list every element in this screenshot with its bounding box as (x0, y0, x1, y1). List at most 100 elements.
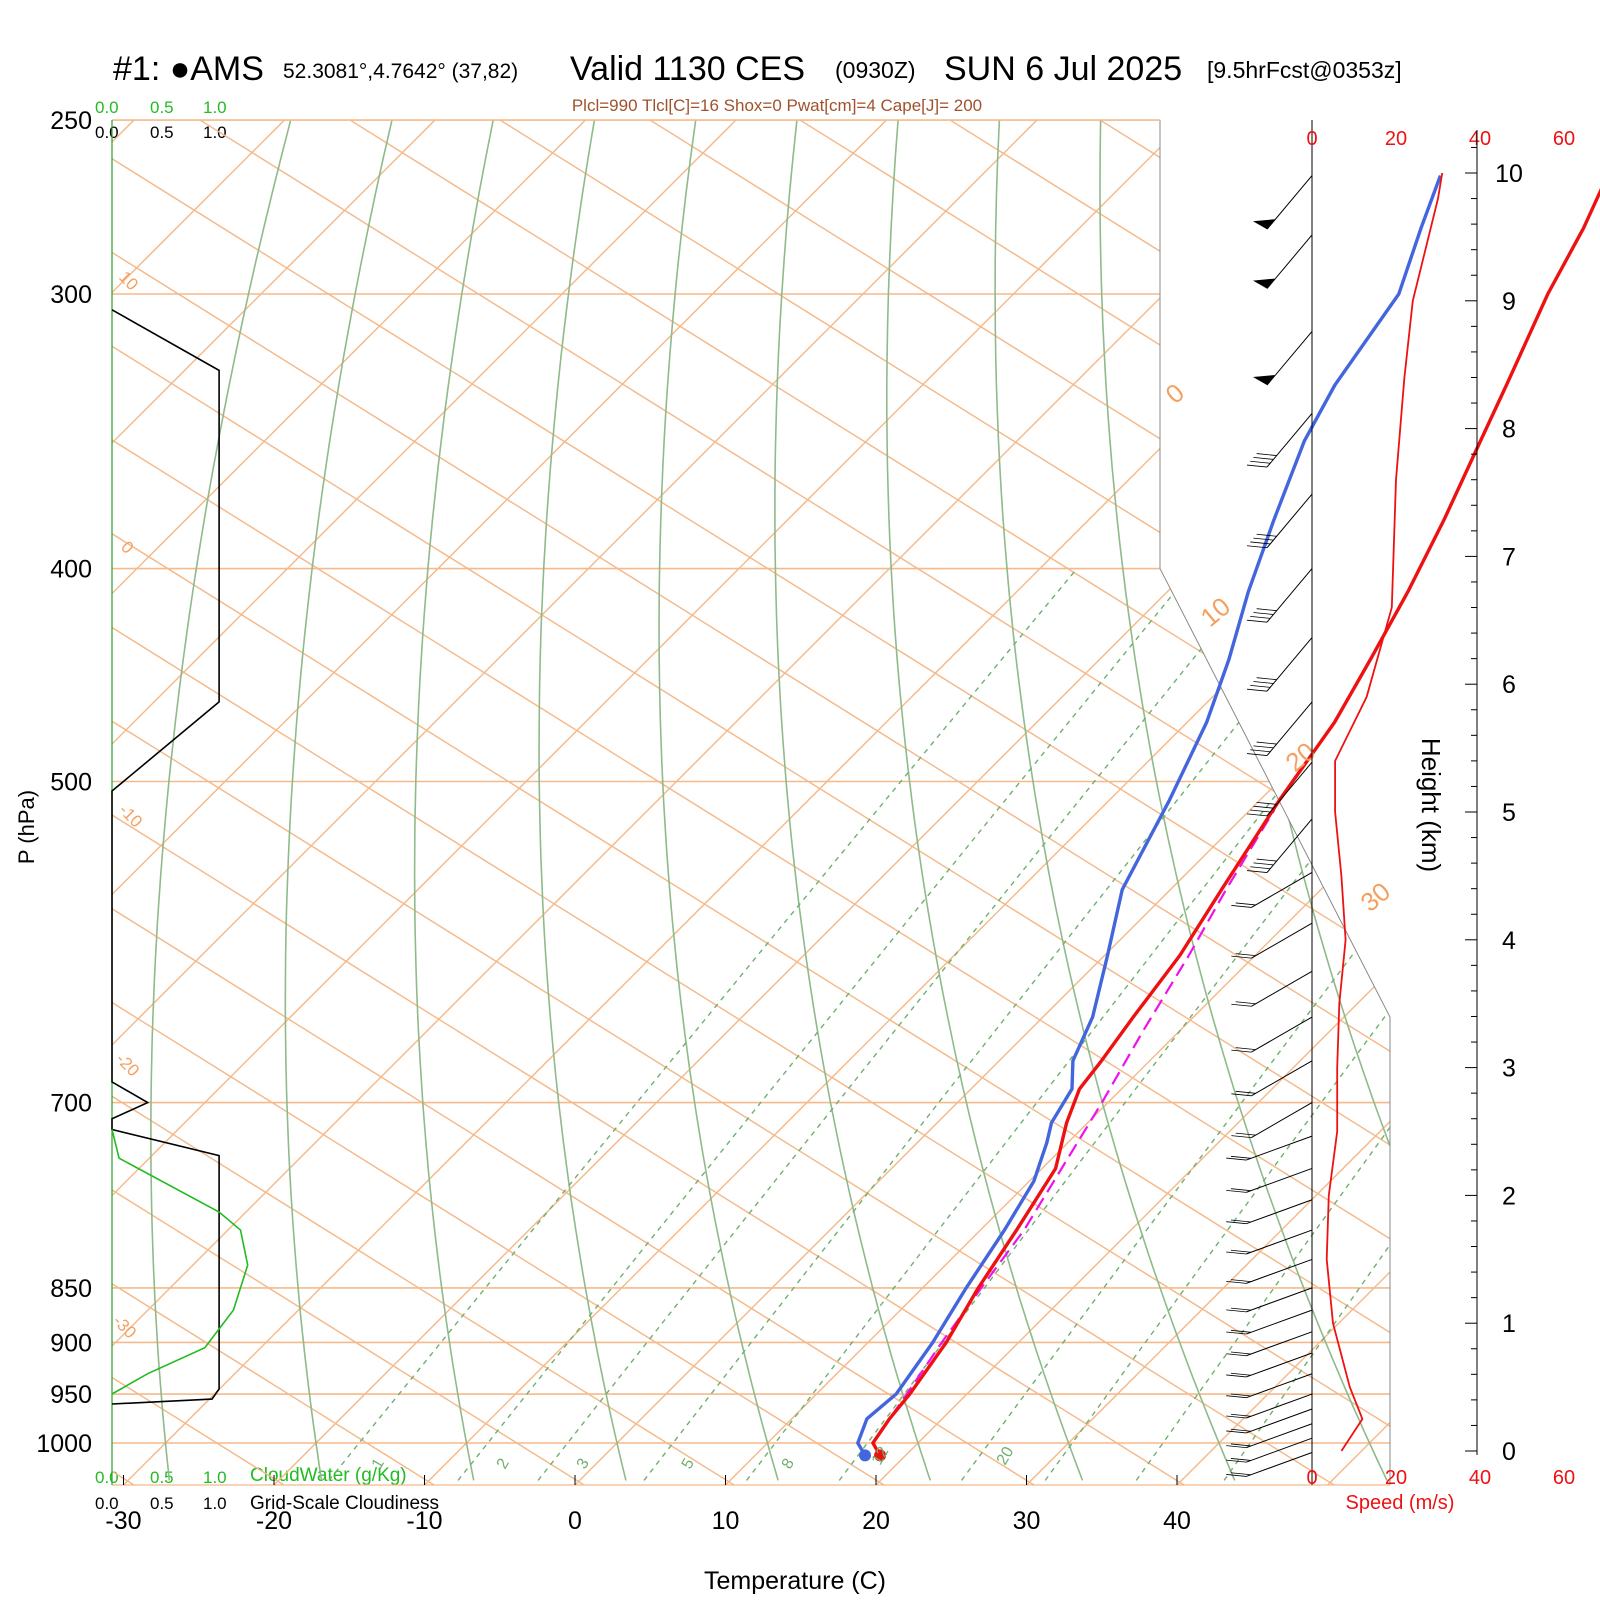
wind-barb-feather (1253, 612, 1274, 615)
cloudiness-tick-label: 1.0 (203, 1494, 227, 1513)
speed-tick-label-top: 20 (1385, 128, 1407, 150)
wind-barb-feather (1230, 1393, 1251, 1397)
wind-barb-feather (1226, 1430, 1247, 1434)
wind-barb-feather (1231, 1093, 1252, 1097)
wind-barb (1246, 761, 1313, 817)
zulu-time: (0930Z) (835, 57, 916, 83)
isotherm-line (1478, 120, 1600, 1485)
x-tick-label: 40 (1163, 1507, 1191, 1535)
wind-barb-feather (1253, 457, 1274, 460)
wind-barb (1226, 1167, 1313, 1193)
x-tick-label: -10 (406, 1507, 442, 1535)
wind-barb (1226, 1229, 1313, 1255)
x-tick-label: -30 (105, 1507, 141, 1535)
pressure-tick-label: 700 (50, 1090, 92, 1118)
reference-diagonal (112, 120, 1390, 1485)
isotherm-line (112, 120, 587, 1485)
reference-diagonal (499, 120, 1390, 1485)
wind-barb-feather (1256, 677, 1277, 681)
isotherm-line (423, 120, 1390, 1485)
temperature-profile (871, 187, 1600, 1457)
cloudwater-axis-top: 0.0 0.5 1.0 (95, 98, 227, 117)
region-label: 0 (1160, 377, 1190, 409)
x-tick-label: 10 (712, 1507, 740, 1535)
x-tick-label: 30 (1013, 1507, 1041, 1535)
height-tick-label: 0 (1502, 1438, 1516, 1466)
wind-barb (1246, 818, 1313, 873)
wind-barb-staff (1246, 1309, 1313, 1335)
wind-barb-feather (1256, 533, 1277, 537)
wind-barb-staff (1266, 568, 1313, 623)
wind-barb-staff (1266, 637, 1313, 692)
wind-barb-staff (1251, 872, 1313, 908)
wind-barb-feather (1230, 1188, 1251, 1192)
plot-boundary (1159, 120, 1391, 1485)
wind-barb-feather (1230, 1219, 1251, 1223)
wind-barb-feather (1246, 688, 1268, 692)
wind-speed-profile (1325, 172, 1444, 1452)
wind-barb (1246, 493, 1313, 549)
mixing-ratio-label: 2 (494, 1456, 513, 1472)
wind-barb-staff (1246, 1352, 1313, 1378)
wind-barb-feather (1231, 955, 1252, 959)
wind-barb (1231, 970, 1313, 1007)
reference-diagonal (112, 120, 1335, 1485)
reference-diagonal (799, 120, 1390, 1485)
x-axis-title: Temperature (C) (704, 1567, 886, 1595)
wind-barb (1231, 1060, 1313, 1097)
y-axis-title: P (hPa) (14, 790, 39, 864)
wind-barb-staff (1266, 175, 1313, 230)
wind-barb-feather (1230, 1351, 1251, 1355)
station-label: #1: ●AMS (113, 50, 264, 88)
wind-barb-feather (1246, 464, 1268, 468)
cloudiness-tick-label: 0.0 (95, 123, 119, 142)
cloudiness-tick-label: 1.0 (203, 123, 227, 142)
sounding-profiles (111, 175, 1600, 1462)
cloudiness-axis-bottom: 0.0 0.5 1.0 Grid-Scale Cloudiness (95, 1493, 439, 1514)
wind-barb-staff (1251, 970, 1313, 1007)
wind-barb-staff (1251, 1016, 1313, 1053)
isotherm-line (875, 120, 1390, 1485)
cloudwater-tick-label: 0.5 (150, 1468, 174, 1487)
wind-barb-staff (1266, 701, 1313, 756)
reference-diagonal (112, 120, 585, 1485)
cloudwater-profile (111, 1129, 249, 1395)
cloudwater-tick-label: 0.5 (150, 98, 174, 117)
wind-barb-feather (1250, 866, 1271, 870)
wind-barb (1246, 413, 1313, 468)
cloudwater-axis-bottom: 0.0 0.5 1.0 CloudWater (g/Kg) (95, 1465, 407, 1487)
wind-barb-feather (1230, 1443, 1251, 1447)
height-tick-label: 9 (1502, 288, 1516, 316)
isotherm-line (724, 120, 1390, 1485)
speed-tick-label-bottom: 0 (1306, 1467, 1317, 1489)
wind-barb-feather (1235, 902, 1256, 906)
isotherm-line (1025, 120, 1390, 1485)
parcel-trace (878, 809, 1276, 1435)
isotherm-label: -30 (109, 1311, 140, 1342)
wind-barb-staff (1246, 1408, 1313, 1434)
isotherm-label: 10 (115, 267, 142, 294)
isotherm-label: -10 (115, 800, 146, 831)
wind-barb-staff (1246, 1437, 1313, 1463)
reference-diagonal (112, 120, 1035, 1485)
wind-barb-flag (1253, 278, 1276, 289)
cloudiness-tick-label: 0.5 (150, 123, 174, 142)
wind-barb (1226, 1287, 1313, 1313)
cloudiness-tick-label: 0.5 (150, 1494, 174, 1513)
mixing-ratio-line (537, 568, 1267, 1481)
reference-diagonal (1550, 120, 1600, 1485)
cloudiness-axis-top: 0.0 0.5 1.0 (95, 123, 227, 142)
height-tick-label: 3 (1502, 1055, 1516, 1083)
wind-barb-feather (1231, 1003, 1252, 1007)
wind-barb-feather (1226, 1474, 1247, 1477)
mixing-ratio-line (746, 568, 1390, 1481)
mixing-ratio-label: 8 (779, 1456, 798, 1472)
x-tick-label: 20 (862, 1507, 890, 1535)
reference-diagonal (349, 120, 1390, 1485)
wind-barb (1226, 1393, 1313, 1419)
mixing-ratio-line (328, 568, 1078, 1481)
cloudwater-tick-label: 1.0 (203, 98, 227, 117)
wind-barb-feather (1246, 619, 1268, 623)
wind-barb-staff (1266, 413, 1313, 468)
wind-barb-feather (1235, 1047, 1256, 1050)
